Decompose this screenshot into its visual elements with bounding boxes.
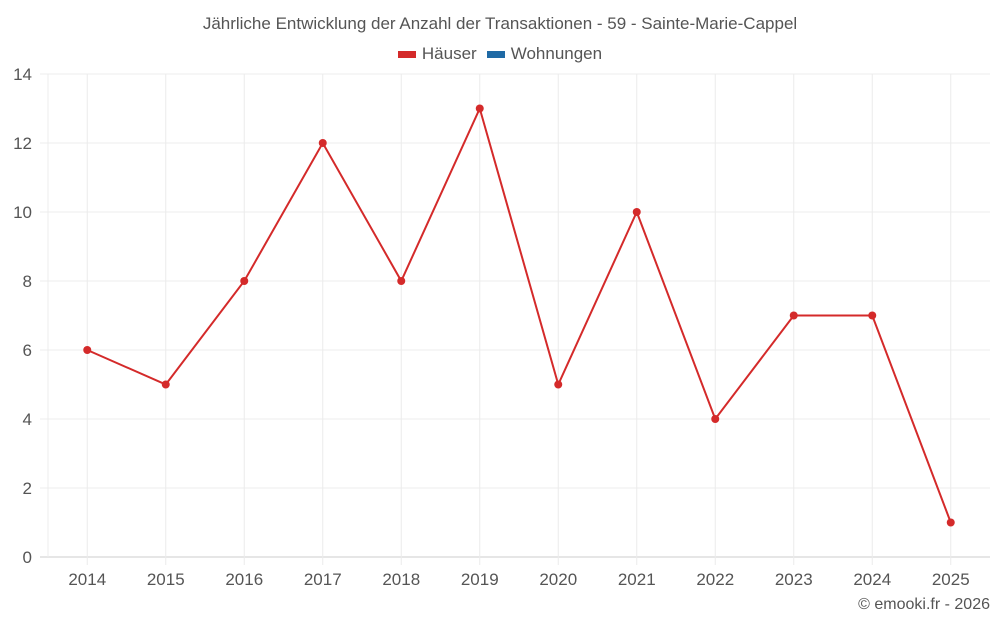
x-tick-label: 2023: [775, 570, 813, 589]
x-tick-label: 2022: [696, 570, 734, 589]
x-tick-label: 2019: [461, 570, 499, 589]
x-tick-label: 2017: [304, 570, 342, 589]
legend-swatch-haeuser: [397, 50, 416, 58]
x-tick-label: 2025: [932, 570, 970, 589]
legend-item-haeuser[interactable]: Häuser: [397, 44, 477, 64]
data-point[interactable]: [711, 415, 720, 423]
data-point[interactable]: [632, 208, 641, 216]
legend-swatch-wohnungen: [486, 50, 505, 58]
legend-label-wohnungen: Wohnungen: [510, 44, 603, 63]
y-tick-label: 2: [23, 479, 32, 498]
legend-item-wohnungen[interactable]: Wohnungen: [486, 44, 603, 64]
y-tick-label: 14: [13, 65, 32, 84]
data-point[interactable]: [161, 380, 170, 389]
data-point[interactable]: [397, 277, 406, 285]
data-point[interactable]: [789, 311, 798, 320]
x-tick-label: 2021: [618, 570, 656, 589]
data-point[interactable]: [868, 311, 877, 320]
y-tick-label: 4: [23, 410, 32, 429]
y-tick-label: 0: [23, 548, 32, 567]
x-tick-label: 2020: [539, 570, 577, 589]
data-point[interactable]: [946, 518, 955, 527]
chart-title: Jährliche Entwicklung der Anzahl der Tra…: [202, 14, 798, 33]
series-line-0: [86, 105, 952, 523]
legend-label-haeuser: Häuser: [421, 44, 477, 63]
credit-text: © emooki.fr - 2026: [858, 596, 990, 613]
x-tick-label: 2014: [68, 570, 106, 589]
data-point[interactable]: [554, 380, 563, 389]
data-point[interactable]: [475, 104, 484, 113]
x-tick-label: 2024: [853, 570, 891, 589]
y-tick-label: 6: [23, 341, 32, 360]
y-tick-label: 10: [13, 203, 32, 222]
legend: Häuser Wohnungen: [0, 44, 1000, 64]
data-point[interactable]: [240, 277, 249, 285]
x-tick-label: 2016: [225, 570, 263, 589]
data-point[interactable]: [83, 346, 92, 354]
data-point[interactable]: [318, 139, 327, 147]
y-tick-label: 12: [13, 134, 32, 153]
x-tick-label: 2015: [147, 570, 185, 589]
y-tick-label: 8: [23, 272, 32, 291]
x-tick-label: 2018: [382, 570, 420, 589]
